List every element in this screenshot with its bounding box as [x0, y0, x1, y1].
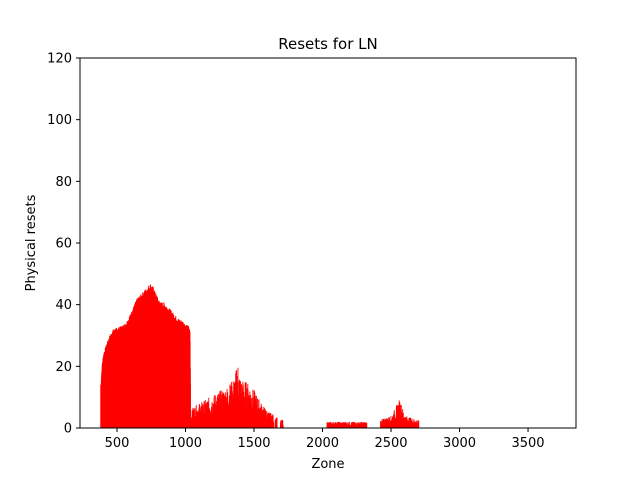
bar: [418, 420, 420, 428]
y-tick-label: 40: [55, 298, 72, 313]
bar: [276, 417, 278, 428]
x-tick-label: 3500: [511, 436, 544, 451]
x-tick-label: 1000: [169, 436, 202, 451]
bar: [195, 405, 197, 428]
bar: [282, 420, 284, 428]
x-axis-label: Zone: [311, 457, 344, 472]
y-tick-label: 120: [47, 52, 72, 67]
bar: [245, 382, 247, 428]
bar: [219, 391, 221, 428]
bar: [408, 418, 410, 428]
x-tick-label: 2000: [306, 436, 339, 451]
y-tick-label: 60: [55, 237, 72, 252]
y-tick-label: 80: [55, 175, 72, 190]
y-axis-label: Physical resets: [24, 194, 39, 291]
y-tick-label: 100: [47, 113, 72, 128]
bar: [273, 421, 274, 428]
bar: [270, 416, 272, 428]
y-tick-label: 0: [64, 422, 72, 437]
bar: [193, 408, 195, 428]
bar: [366, 422, 368, 428]
chart-title: Resets for LN: [278, 35, 377, 53]
x-axis-ticks: 500 1000 1500 2000 2500 3000 3500: [105, 428, 545, 451]
x-tick-label: 3000: [443, 436, 476, 451]
bar: [194, 410, 196, 428]
bar: [393, 414, 394, 428]
bar: [190, 383, 191, 428]
bar: [399, 402, 401, 428]
bar: [356, 422, 358, 428]
bar: [400, 405, 401, 428]
x-tick-label: 1500: [237, 436, 270, 451]
bar: [232, 381, 234, 428]
y-tick-label: 20: [55, 360, 72, 375]
y-axis-ticks: 0 20 40 60 80 100 120: [47, 52, 80, 437]
bars-layer: [100, 284, 420, 428]
bar: [222, 394, 224, 428]
x-tick-label: 2500: [374, 436, 407, 451]
x-tick-label: 500: [105, 436, 130, 451]
bar: [282, 425, 284, 428]
bar: [327, 422, 328, 428]
